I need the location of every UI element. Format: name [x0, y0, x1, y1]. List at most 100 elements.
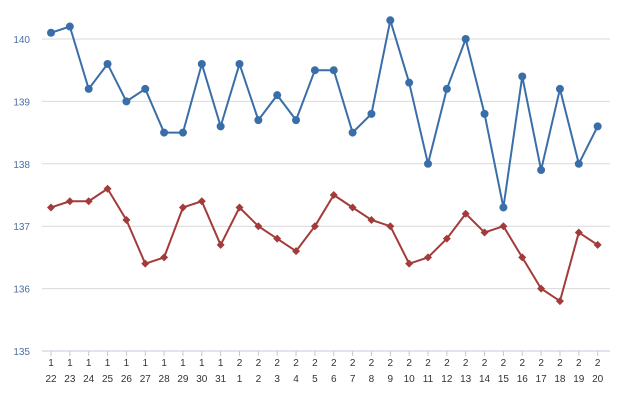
x-tick-label-day: 12: [441, 374, 453, 385]
x-tick-label-month: 1: [67, 358, 73, 369]
x-tick-label-month: 2: [519, 358, 525, 369]
x-tick-label-month: 2: [274, 358, 280, 369]
series-2-point: [424, 253, 432, 262]
series-1-point: [499, 203, 508, 212]
series-1-point: [178, 128, 187, 137]
series-2-point: [254, 222, 263, 231]
x-tick-label-month: 1: [142, 358, 148, 369]
series-1-point: [386, 16, 395, 25]
x-tick-label-day: 8: [369, 374, 375, 385]
x-tick-label-month: 2: [425, 358, 431, 369]
axis-layer: 1351361371381391401221231241251261271281…: [13, 35, 610, 385]
x-tick-label-day: 6: [331, 374, 337, 385]
x-tick-label-month: 1: [48, 358, 54, 369]
x-tick-label-day: 14: [479, 374, 491, 385]
x-tick-label-month: 2: [595, 358, 601, 369]
x-tick-label-month: 2: [256, 358, 262, 369]
series-1-point: [310, 66, 319, 75]
series-1-point: [254, 116, 263, 125]
series-1-point: [329, 66, 338, 75]
x-tick-label-day: 15: [498, 374, 510, 385]
series-2-point: [122, 215, 131, 224]
x-tick-label-month: 1: [86, 358, 92, 369]
series-2-point: [442, 234, 451, 243]
series-1-point: [160, 128, 169, 137]
x-tick-label-day: 30: [196, 374, 208, 385]
series-1-point: [216, 122, 225, 131]
x-tick-label-month: 1: [180, 358, 186, 369]
x-tick-label-month: 1: [218, 358, 224, 369]
x-tick-label-month: 2: [482, 358, 488, 369]
x-tick-label-day: 31: [215, 374, 227, 385]
x-tick-label-day: 19: [573, 374, 585, 385]
series-layer: [47, 16, 602, 306]
x-tick-label-day: 20: [592, 374, 604, 385]
x-tick-label-month: 2: [463, 358, 469, 369]
x-tick-label-day: 10: [404, 374, 416, 385]
series-1-point: [197, 59, 206, 68]
x-tick-label-day: 13: [460, 374, 472, 385]
y-tick-label-140: 140: [13, 35, 30, 46]
series-2-point: [178, 203, 187, 212]
x-tick-label-month: 2: [501, 358, 507, 369]
series-1-point: [84, 84, 93, 93]
series-1-point: [292, 116, 301, 125]
series-2-point: [593, 240, 602, 249]
x-tick-label-month: 2: [237, 358, 243, 369]
series-2-point: [537, 284, 546, 293]
series-1-point: [424, 159, 432, 168]
x-tick-label-month: 2: [406, 358, 412, 369]
series-2-point: [367, 215, 376, 224]
series-1-point: [141, 84, 150, 93]
series-1-point: [235, 59, 244, 68]
series-2-point: [405, 259, 414, 268]
y-tick-label-137: 137: [13, 222, 30, 233]
x-tick-label-month: 2: [444, 358, 450, 369]
x-tick-label-day: 24: [83, 374, 95, 385]
series-1-point: [442, 84, 451, 93]
x-tick-label-day: 5: [312, 374, 318, 385]
series-1-point: [537, 166, 546, 175]
x-tick-label-month: 2: [538, 358, 544, 369]
x-tick-label-month: 2: [557, 358, 563, 369]
x-tick-label-day: 17: [536, 374, 548, 385]
x-tick-label-month: 2: [369, 358, 375, 369]
x-tick-label-day: 7: [350, 374, 356, 385]
grid-layer: [42, 38, 610, 290]
x-tick-label-month: 1: [161, 358, 167, 369]
series-2-point: [348, 203, 357, 212]
series-2-point: [197, 197, 206, 206]
x-tick-label-month: 1: [199, 358, 205, 369]
x-tick-label-month: 2: [293, 358, 299, 369]
series-2-point: [65, 197, 74, 206]
series-2-point: [329, 191, 338, 199]
x-tick-label-month: 1: [124, 358, 130, 369]
x-tick-label-month: 2: [576, 358, 582, 369]
series-1-point: [103, 59, 112, 68]
x-tick-label-day: 9: [388, 374, 394, 385]
x-tick-label-day: 25: [102, 374, 114, 385]
series-1-point: [405, 78, 414, 87]
series-1-point: [65, 22, 74, 31]
y-tick-label-139: 139: [13, 97, 30, 108]
x-tick-label-day: 27: [140, 374, 152, 385]
series-1-line: [50, 19, 599, 209]
y-tick-label-135: 135: [13, 347, 30, 358]
series-1-point: [47, 28, 55, 37]
series-1-point: [348, 128, 357, 137]
x-tick-label-day: 18: [554, 374, 566, 385]
series-1-point: [593, 122, 602, 131]
series-1-point: [461, 35, 470, 43]
x-tick-label-day: 1: [237, 374, 243, 385]
x-tick-label-day: 28: [159, 374, 171, 385]
series-1-point: [555, 84, 564, 93]
series-1-point: [122, 97, 131, 106]
series-2-point: [160, 253, 169, 262]
x-tick-label-day: 16: [517, 374, 529, 385]
series-2-point: [235, 203, 244, 212]
x-tick-label-month: 1: [105, 358, 111, 369]
y-tick-label-136: 136: [13, 285, 30, 296]
series-2-point: [292, 247, 301, 256]
series-2-line: [50, 187, 599, 303]
